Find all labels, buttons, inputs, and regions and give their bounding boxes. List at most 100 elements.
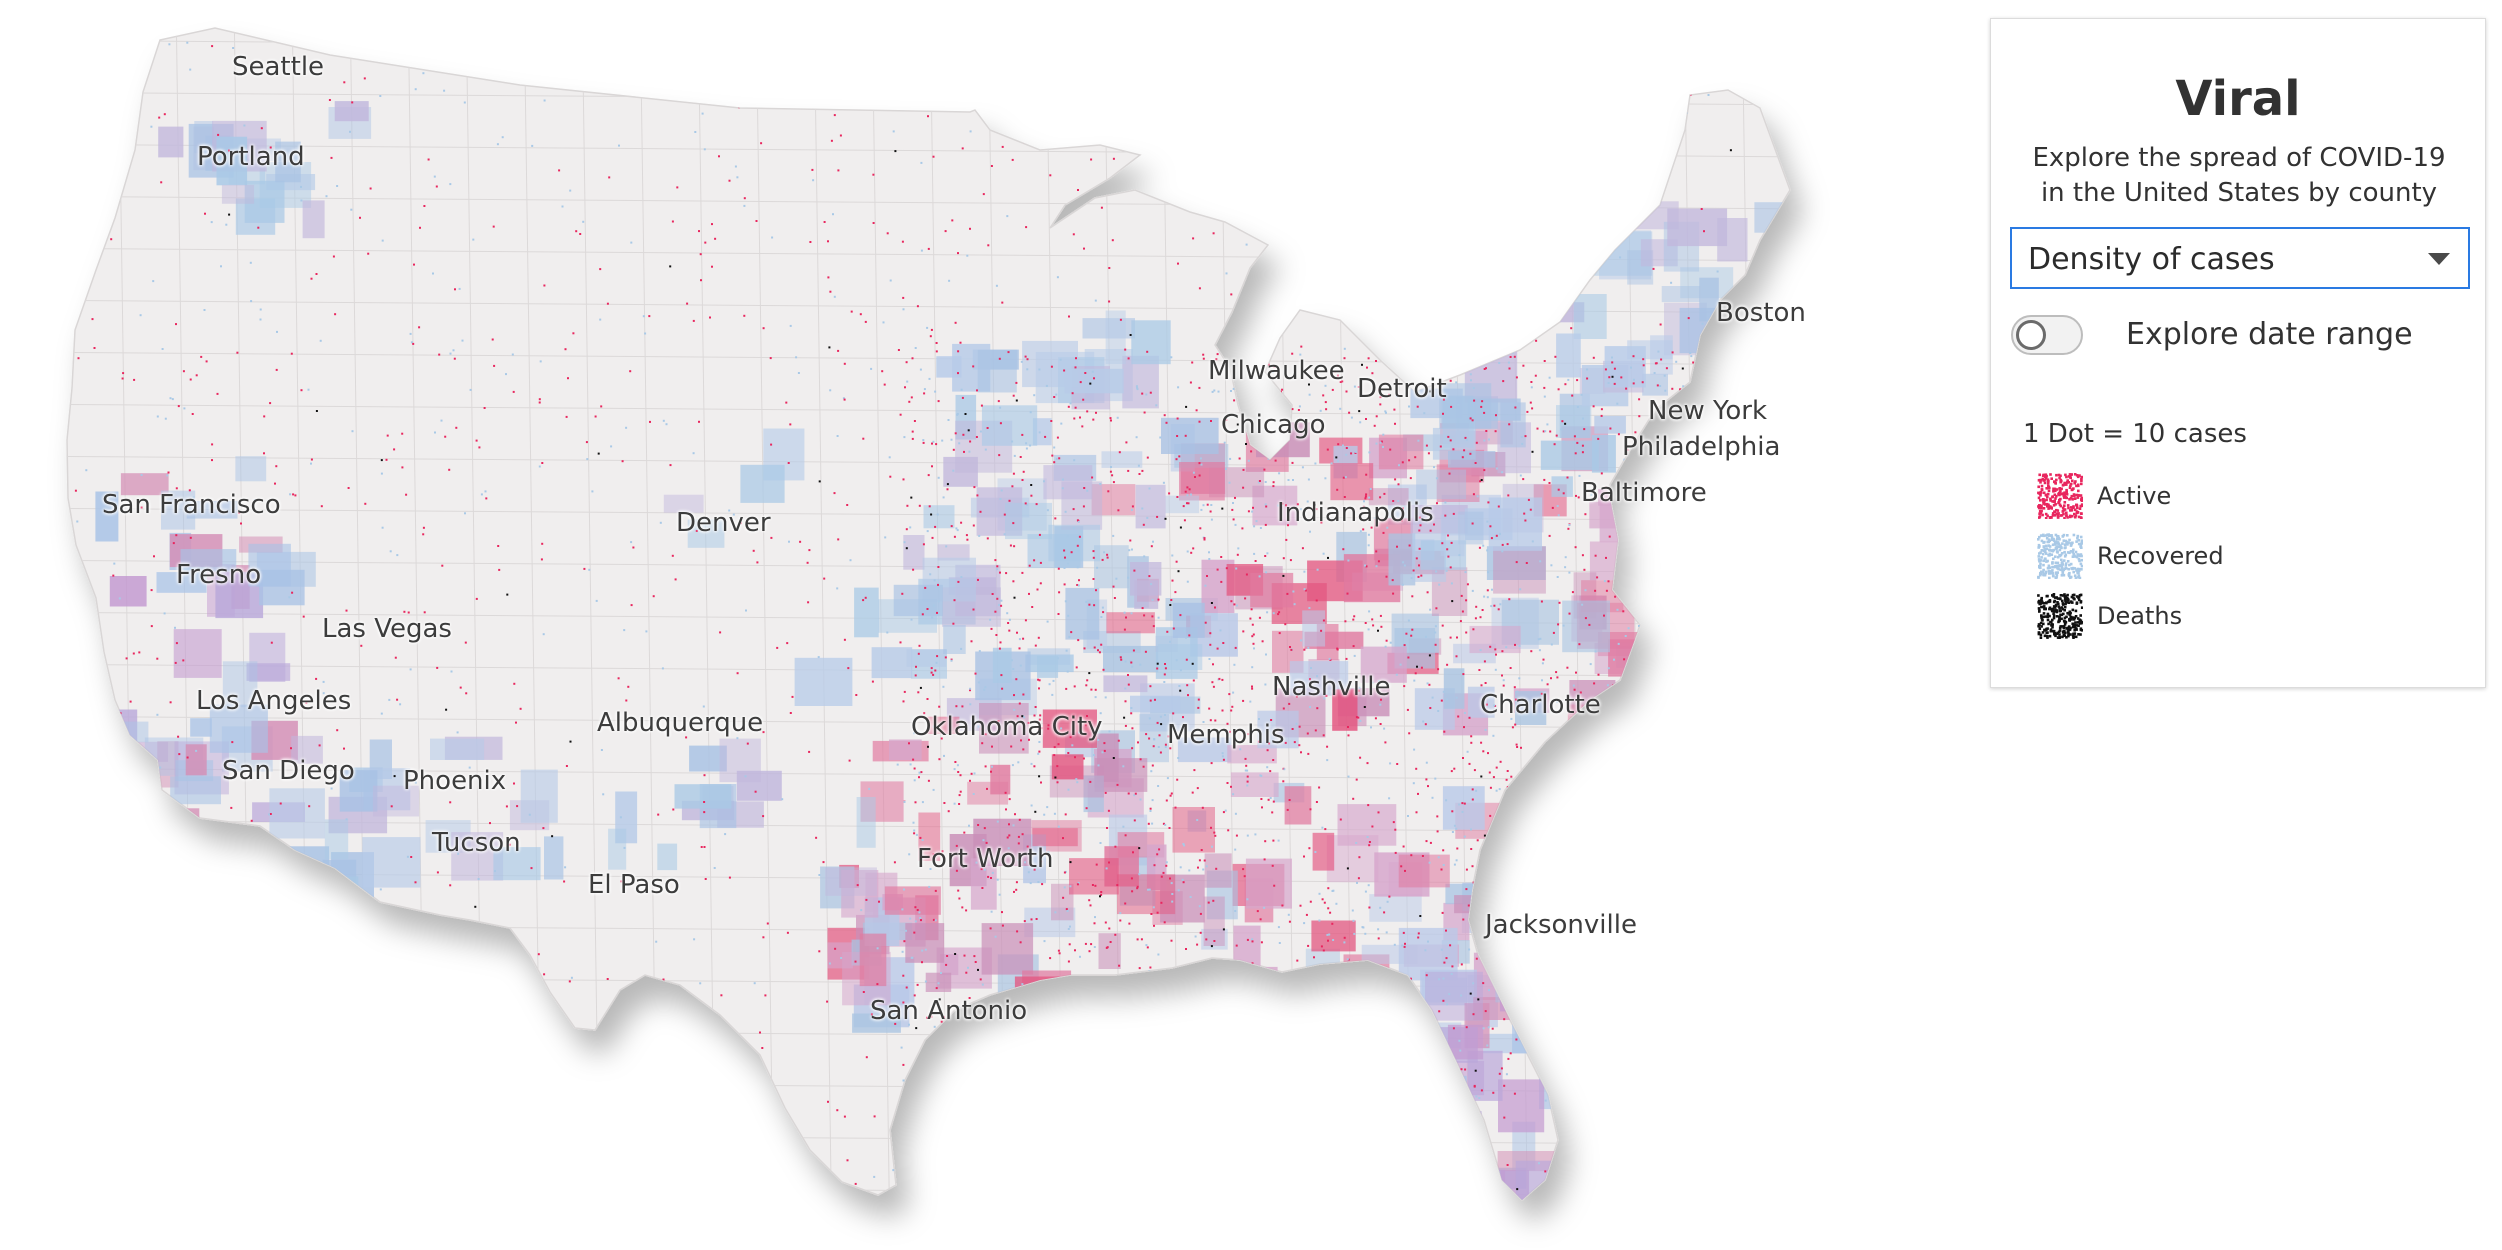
case-dot	[1258, 616, 1261, 619]
case-dot	[207, 917, 210, 920]
case-dot	[1185, 405, 1188, 408]
case-dot	[894, 1022, 897, 1025]
date-range-toggle[interactable]	[2011, 315, 2083, 355]
case-dot	[1394, 851, 1397, 854]
case-dot	[1474, 1069, 1477, 1072]
case-dot	[1488, 989, 1490, 992]
county-patch	[1495, 817, 1519, 839]
case-dot	[1106, 82, 1109, 85]
case-dot	[922, 1067, 925, 1070]
county-patch	[275, 846, 330, 882]
case-dot	[1023, 1076, 1026, 1079]
case-dot	[1313, 956, 1315, 959]
date-range-toggle-label[interactable]: Explore date range	[2126, 317, 2413, 352]
case-dot	[1012, 1077, 1014, 1080]
case-dot	[1136, 1033, 1138, 1036]
case-dot	[290, 165, 293, 168]
swatch-dot	[2045, 560, 2048, 563]
case-dot	[1428, 683, 1431, 686]
swatch-dot	[2042, 563, 2045, 567]
case-dot	[1648, 671, 1651, 674]
case-dot	[1108, 861, 1110, 864]
county-patch	[180, 549, 237, 572]
case-dot	[1542, 430, 1545, 433]
case-dot	[1371, 681, 1374, 684]
map-area[interactable]: Seattle Portland San Francisco Fresno La…	[0, 0, 1960, 1250]
case-dot	[746, 742, 749, 745]
case-dot	[257, 226, 260, 229]
case-dot	[1136, 386, 1139, 389]
case-dot	[1133, 819, 1136, 822]
case-dot	[1562, 284, 1564, 287]
swatch-dot	[2058, 615, 2061, 619]
case-dot	[981, 728, 984, 731]
case-dot	[808, 750, 811, 753]
swatch-dot	[2077, 596, 2080, 600]
case-dot	[1486, 330, 1489, 333]
case-dot	[1331, 922, 1334, 925]
view-mode-select[interactable]: Density of cases	[2010, 227, 2470, 289]
case-dot	[994, 610, 997, 613]
case-dot	[508, 843, 511, 846]
us-map[interactable]	[0, 0, 1960, 1250]
case-dot	[1053, 754, 1056, 757]
case-dot	[1368, 906, 1371, 909]
case-dot	[912, 821, 915, 824]
case-dot	[1163, 673, 1166, 676]
case-dot	[1221, 678, 1224, 681]
case-dot	[1658, 600, 1661, 602]
case-dot	[1301, 158, 1304, 161]
swatch-dot	[2043, 503, 2047, 506]
case-dot	[1674, 932, 1677, 934]
case-dot	[1030, 804, 1033, 807]
case-dot	[1690, 784, 1693, 787]
case-dot	[1394, 422, 1396, 425]
case-dot	[489, 1089, 492, 1092]
case-dot	[929, 335, 932, 338]
case-dot	[1683, 427, 1686, 429]
swatch-dot	[2068, 486, 2072, 489]
case-dot	[1529, 401, 1532, 404]
case-dot	[1586, 1076, 1589, 1079]
case-dot	[1361, 363, 1363, 366]
case-dot	[1008, 798, 1011, 801]
case-dot	[637, 56, 640, 59]
case-dot	[1524, 126, 1527, 129]
case-dot	[1379, 396, 1382, 399]
case-dot	[979, 510, 982, 513]
case-dot	[1498, 859, 1501, 862]
case-dot	[200, 355, 203, 358]
case-dot	[1267, 1059, 1270, 1062]
case-dot	[833, 295, 836, 298]
case-dot	[1063, 583, 1066, 586]
case-dot	[993, 98, 996, 101]
case-dot	[1076, 883, 1079, 886]
case-dot	[1276, 1089, 1279, 1092]
case-dot	[1156, 662, 1159, 665]
case-dot	[1178, 455, 1181, 458]
case-dot	[1404, 869, 1406, 872]
case-dot	[1337, 314, 1340, 317]
case-dot	[1266, 213, 1268, 216]
case-dot	[1500, 83, 1503, 86]
case-dot	[564, 866, 567, 869]
case-dot	[1405, 632, 1408, 635]
case-dot	[945, 963, 948, 966]
case-dot	[1011, 158, 1014, 161]
case-dot	[1677, 599, 1680, 602]
case-dot	[1672, 955, 1675, 958]
case-dot	[1295, 995, 1298, 998]
case-dot	[1681, 367, 1684, 370]
swatch-dot	[2056, 541, 2060, 544]
case-dot	[1235, 604, 1238, 607]
swatch-dot	[2073, 574, 2077, 577]
case-dot	[1605, 1083, 1608, 1086]
case-dot	[1052, 1002, 1055, 1005]
case-dot	[93, 347, 96, 349]
case-dot	[1663, 374, 1666, 377]
case-dot	[1116, 416, 1119, 419]
case-dot	[1631, 1021, 1634, 1024]
county-patch	[261, 883, 321, 928]
case-dot	[1415, 767, 1418, 770]
case-dot	[937, 400, 940, 403]
